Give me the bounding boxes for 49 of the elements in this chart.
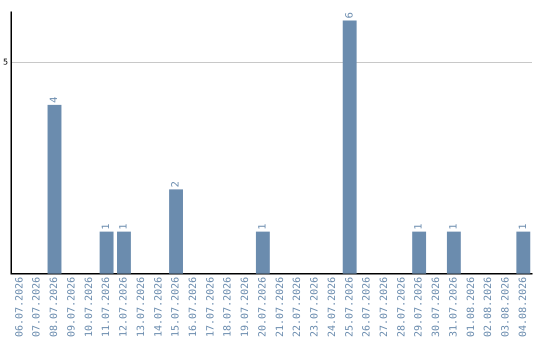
x-tick-label: 03.08.2026 xyxy=(500,276,512,338)
bar xyxy=(169,189,183,274)
x-tick-label: 29.07.2026 xyxy=(414,276,425,338)
bar xyxy=(342,20,357,274)
data-label: 1 xyxy=(518,223,529,230)
bar xyxy=(256,232,270,274)
x-tick-label: 16.07.2026 xyxy=(188,276,199,338)
data-label: 1 xyxy=(118,223,130,230)
bar xyxy=(446,232,461,274)
x-tick-label: 22.07.2026 xyxy=(292,276,304,338)
x-tick-label: 01.08.2026 xyxy=(466,276,477,338)
data-label: 1 xyxy=(101,223,112,230)
x-tick-label: 30.07.2026 xyxy=(431,276,442,338)
x-tick-label: 12.07.2026 xyxy=(118,276,130,338)
x-tick-label: 31.07.2026 xyxy=(448,276,460,338)
x-tick-label: 07.07.2026 xyxy=(32,276,43,338)
bar xyxy=(48,104,62,274)
x-tick-label: 23.07.2026 xyxy=(310,276,321,338)
data-label: 2 xyxy=(170,180,182,188)
x-tick-label: 18.07.2026 xyxy=(222,276,234,338)
x-tick-label: 09.07.2026 xyxy=(66,276,78,338)
x-tick-label: 26.07.2026 xyxy=(362,276,373,338)
x-tick-label: 08.07.2026 xyxy=(49,276,60,338)
bar xyxy=(117,232,131,274)
x-tick-label: 02.08.2026 xyxy=(483,276,494,338)
x-tick-label: 27.07.2026 xyxy=(379,276,390,338)
data-label: 1 xyxy=(448,223,460,230)
x-tick-label: 20.07.2026 xyxy=(257,276,268,338)
data-label: 1 xyxy=(257,223,268,230)
x-tick-label: 04.08.2026 xyxy=(518,276,529,338)
x-tick-label: 13.07.2026 xyxy=(136,276,147,338)
x-tick-label: 19.07.2026 xyxy=(240,276,252,338)
data-label: 4 xyxy=(49,96,60,103)
x-tick-label: 21.07.2026 xyxy=(274,276,286,338)
bar xyxy=(412,232,426,274)
x-tick-label: 28.07.2026 xyxy=(396,276,408,338)
bar xyxy=(516,232,530,274)
data-label: 1 xyxy=(414,223,425,230)
x-tick-label: 25.07.2026 xyxy=(344,276,356,338)
x-tick-label: 17.07.2026 xyxy=(205,276,216,338)
x-tick-label: 10.07.2026 xyxy=(84,276,95,338)
bar xyxy=(100,232,114,274)
x-tick-label: 11.07.2026 xyxy=(101,276,112,338)
x-tick-label: 14.07.2026 xyxy=(153,276,164,338)
x-tick-label: 06.07.2026 xyxy=(14,276,26,338)
x-tick-label: 15.07.2026 xyxy=(170,276,182,338)
x-tick-label: 24.07.2026 xyxy=(326,276,338,338)
y-tick-label: 5 xyxy=(2,58,8,67)
data-label: 6 xyxy=(344,12,356,18)
